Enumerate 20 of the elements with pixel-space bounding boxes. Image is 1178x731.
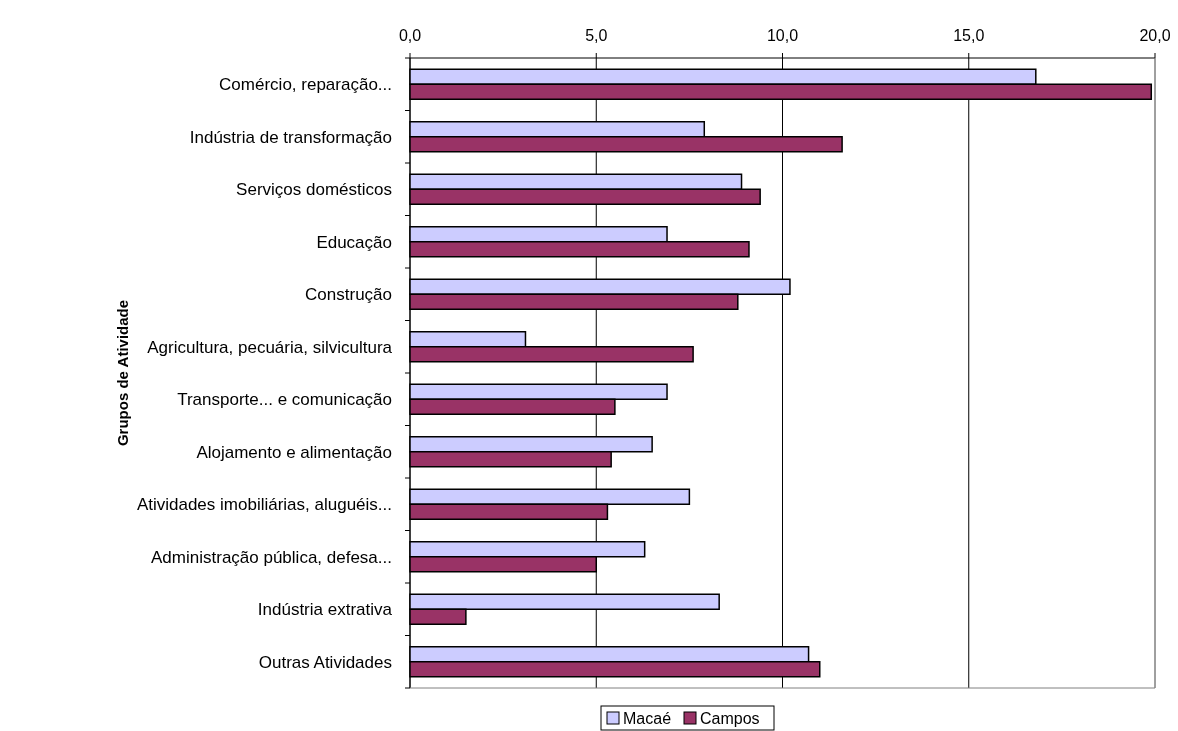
x-tick-label: 15,0: [953, 27, 985, 44]
y-tick-label: Construção: [305, 285, 392, 305]
legend-label: Campos: [700, 710, 760, 727]
y-tick-label: Indústria extrativa: [257, 600, 393, 620]
y-tick-label: Outras Atividades: [258, 652, 392, 672]
x-tick-label: 0,0: [398, 27, 422, 44]
y-tick-label: Administração pública, defesa...: [151, 547, 392, 567]
y-axis-title: Grupos de Atividade: [114, 299, 131, 447]
y-tick-label: Atividades imobiliárias, aluguéis...: [136, 495, 392, 515]
legend-label: Macaé: [623, 710, 672, 727]
y-tick-label: Comércio, reparação...: [219, 75, 392, 95]
y-tick-label: Agricultura, pecuária, silvicultura: [147, 337, 393, 357]
x-tick-label: 5,0: [585, 27, 608, 44]
x-tick-label: 20,0: [1139, 27, 1171, 44]
x-tick-label: 10,0: [766, 27, 799, 44]
y-tick-label: Serviços domésticos: [236, 180, 392, 200]
y-tick-label: Indústria de transformação: [189, 127, 392, 147]
y-tick-label: Educação: [316, 232, 392, 252]
y-tick-label: Alojamento e alimentação: [196, 442, 392, 462]
y-tick-label: Transporte... e comunicação: [177, 390, 392, 410]
